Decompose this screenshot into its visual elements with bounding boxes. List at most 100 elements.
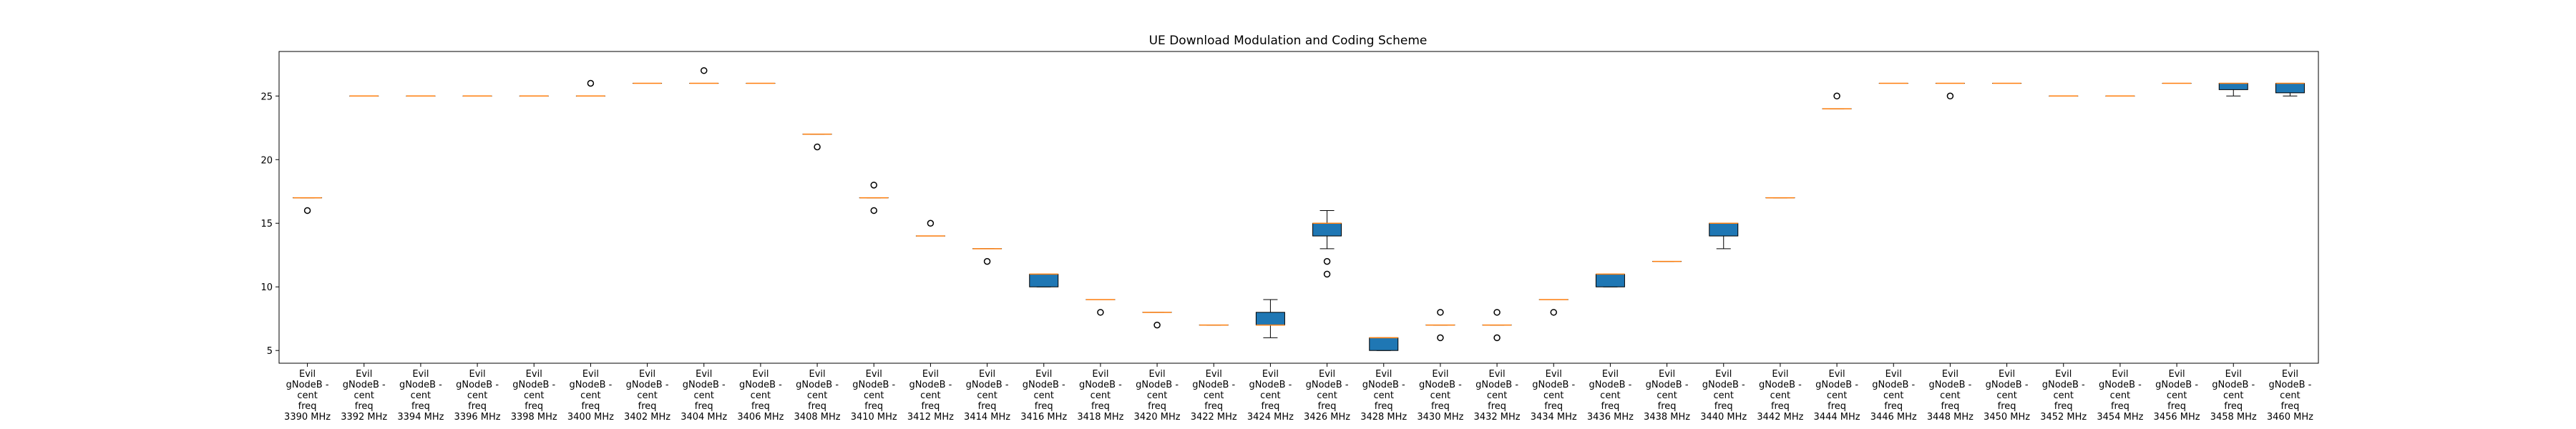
x-tick-label-line: gNodeB - (2212, 380, 2255, 390)
x-tick-label-line: gNodeB - (1192, 380, 1235, 390)
x-tick-label-line: cent (1657, 390, 1677, 401)
x-tick-label-line: gNodeB - (1306, 380, 1349, 390)
outlier-point (1437, 334, 1444, 342)
x-tick-label: Evil gNodeB -cent freq 3412 MHz (907, 369, 954, 423)
y-axis: 5 10 15 20 25 (260, 92, 279, 357)
outlier-point (303, 207, 311, 214)
box-body (1595, 273, 1625, 287)
x-tick-label-line: freq (1771, 401, 1790, 412)
x-tick-label-line: cent (2167, 390, 2187, 401)
box-body (1312, 222, 1342, 237)
x-tick-label-line: gNodeB - (1872, 380, 1915, 390)
outlier-point (814, 143, 821, 151)
outlier-point (927, 220, 935, 227)
x-tick-label-line: cent (2223, 390, 2243, 401)
x-tick-label-line: gNodeB - (1815, 380, 1858, 390)
x-tick-label-line: gNodeB - (2042, 380, 2085, 390)
x-tick-label-line: Evil (1262, 369, 1279, 380)
x-tick-label-line: freq (1941, 401, 1959, 412)
x-tick-label-line: Evil (1546, 369, 1562, 380)
x-tick-label-line: freq (1658, 401, 1677, 412)
x-tick-label-line: 3406 MHz (737, 412, 784, 423)
x-tick-label: Evil gNodeB -cent freq 3420 MHz (1134, 369, 1181, 423)
x-tick-label-line: 3438 MHz (1644, 412, 1690, 423)
x-tick-label-line: cent (1770, 390, 1790, 401)
x-tick-label-line: freq (1261, 401, 1279, 412)
x-tick-label-line: gNodeB - (1023, 380, 1065, 390)
x-tick-label-line: cent (1940, 390, 1960, 401)
x-tick-label-line: freq (1375, 401, 1393, 412)
outlier-point (701, 66, 708, 74)
x-tick-label-line: cent (467, 390, 487, 401)
x-tick-label-line: cent (1374, 390, 1394, 401)
x-tick-label-line: 3412 MHz (907, 412, 954, 423)
y-tick-label: 10 (260, 282, 273, 293)
x-tick-label-line: cent (1317, 390, 1337, 401)
x-tick-label-line: Evil (1489, 369, 1506, 380)
outlier-point (1437, 309, 1444, 316)
x-tick-label: Evil gNodeB -cent freq 3404 MHz (680, 369, 727, 423)
x-tick-label-line: freq (1828, 401, 1846, 412)
x-tick-label-line: cent (524, 390, 544, 401)
outlier-point (1153, 321, 1161, 329)
x-tick-label: Evil gNodeB -cent freq 3456 MHz (2154, 369, 2200, 423)
x-tick-label-line: freq (1091, 401, 1110, 412)
box-29 (1935, 82, 1965, 100)
outlier-point (1946, 92, 1954, 100)
box-5 (575, 79, 605, 97)
x-tick-label-line: Evil (526, 369, 542, 380)
x-tick-label-line: cent (297, 390, 317, 401)
x-tick-label-line: cent (1600, 390, 1620, 401)
x-tick-label-line: 3448 MHz (1927, 412, 1974, 423)
x-tick-label-line: gNodeB - (1589, 380, 1631, 390)
x-tick-label-line: gNodeB - (796, 380, 839, 390)
outlier-point (870, 207, 877, 214)
x-tick-label-line: freq (978, 401, 997, 412)
x-tick-label-line: gNodeB - (1532, 380, 1575, 390)
x-tick-label-line: 3452 MHz (2040, 412, 2087, 423)
box-body (1029, 273, 1059, 287)
x-tick-label-line: 3440 MHz (1700, 412, 1747, 423)
x-tick-label: Evil gNodeB -cent freq 3400 MHz (567, 369, 614, 423)
x-tick-label-line: Evil (1602, 369, 1619, 380)
x-tick-label-line: 3414 MHz (964, 412, 1010, 423)
x-tick-label-line: freq (2167, 401, 2186, 412)
x-tick-label-line: freq (2111, 401, 2129, 412)
box-14 (1085, 299, 1116, 316)
box-7 (689, 66, 719, 84)
x-tick-label: Evil gNodeB -cent freq 3448 MHz (1927, 369, 1974, 423)
x-tick-label-line: 3428 MHz (1360, 412, 1407, 423)
x-tick-label-line: freq (1488, 401, 1506, 412)
x-tick-label-line: 3456 MHz (2154, 412, 2200, 423)
x-tick-label-line: cent (1430, 390, 1450, 401)
x-tick-label-line: freq (2054, 401, 2073, 412)
box-17 (1255, 299, 1285, 338)
box-18 (1312, 209, 1342, 278)
x-tick-label: Evil gNodeB -cent freq 3438 MHz (1644, 369, 1690, 423)
x-tick-label-line: cent (2054, 390, 2074, 401)
outlier-point (587, 79, 595, 87)
x-tick-label-line: Evil (582, 369, 599, 380)
x-tick-label: Evil gNodeB -cent freq 3396 MHz (454, 369, 501, 423)
x-tick-label-line: gNodeB - (626, 380, 669, 390)
x-tick-label-line: gNodeB - (1986, 380, 2029, 390)
x-tick-label: Evil gNodeB -cent freq 3430 MHz (1417, 369, 1463, 423)
x-tick-label: Evil gNodeB -cent freq 3390 MHz (284, 369, 331, 423)
x-tick-label-line: freq (695, 401, 713, 412)
x-tick-label-line: gNodeB - (1475, 380, 1518, 390)
x-tick-label-line: 3432 MHz (1474, 412, 1521, 423)
x-tick-label: Evil gNodeB -cent freq 3452 MHz (2040, 369, 2087, 423)
x-tick-label-line: cent (1034, 390, 1054, 401)
x-tick-label-line: 3408 MHz (794, 412, 841, 423)
x-tick-label: Evil gNodeB -cent freq 3408 MHz (794, 369, 841, 423)
x-tick-label-line: freq (525, 401, 543, 412)
x-tick-label: Evil gNodeB -cent freq 3392 MHz (341, 369, 387, 423)
x-tick-label-line: Evil (696, 369, 712, 380)
box-25 (1709, 222, 1739, 250)
x-tick-label-line: Evil (1942, 369, 1958, 380)
x-tick-label-line: freq (2224, 401, 2243, 412)
x-tick-label: Evil gNodeB -cent freq 3450 MHz (1984, 369, 2030, 423)
x-tick-label: Evil gNodeB -cent freq 3418 MHz (1077, 369, 1123, 423)
